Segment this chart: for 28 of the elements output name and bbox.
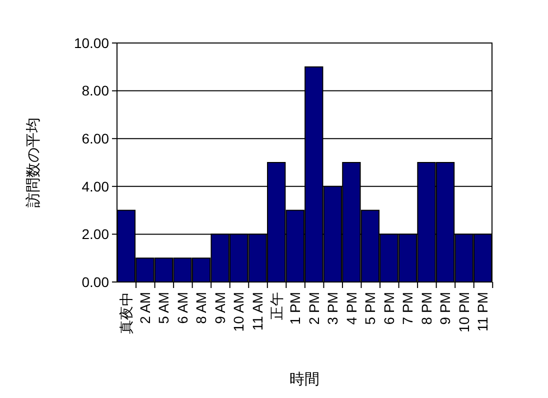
x-tick-label: 3 PM	[324, 292, 341, 325]
x-tick-label: 8 AM	[193, 292, 210, 324]
y-tick-label: 4.00	[82, 178, 110, 194]
y-tick-label: 2.00	[82, 226, 110, 242]
x-tick-label: 6 PM	[380, 292, 397, 325]
x-tick-label: 4 PM	[343, 292, 360, 325]
x-tick-label: 8 PM	[418, 292, 434, 325]
y-tick-label: 10.00	[74, 34, 110, 51]
x-tick-label: 9 AM	[212, 292, 228, 324]
y-axis-title: 訪問数の平均	[25, 118, 42, 208]
x-tick-label: 9 PM	[437, 292, 454, 325]
x-tick-label: 10 AM	[230, 292, 247, 332]
y-tick-label: 0.00	[82, 274, 110, 290]
x-tick-label: 真夜中	[118, 292, 134, 334]
x-tick-label: 5 AM	[156, 292, 172, 324]
y-tick-label: 8.00	[82, 82, 110, 99]
x-tick-label: 7 PM	[400, 292, 416, 325]
x-tick-label: 10 PM	[456, 292, 472, 332]
x-tick-label: 6 AM	[174, 292, 190, 324]
x-axis-title: 時間	[290, 371, 320, 388]
x-tick-label: 正午	[268, 292, 284, 320]
x-tick-label: 5 PM	[362, 292, 378, 325]
x-tick-label: 1 PM	[287, 292, 304, 325]
y-tick-label: 6.00	[82, 130, 110, 146]
x-tick-label: 11 AM	[249, 292, 266, 331]
x-tick-label: 11 PM	[474, 292, 491, 332]
x-tick-label: 2 AM	[136, 292, 153, 324]
x-tick-label: 2 PM	[306, 292, 322, 325]
